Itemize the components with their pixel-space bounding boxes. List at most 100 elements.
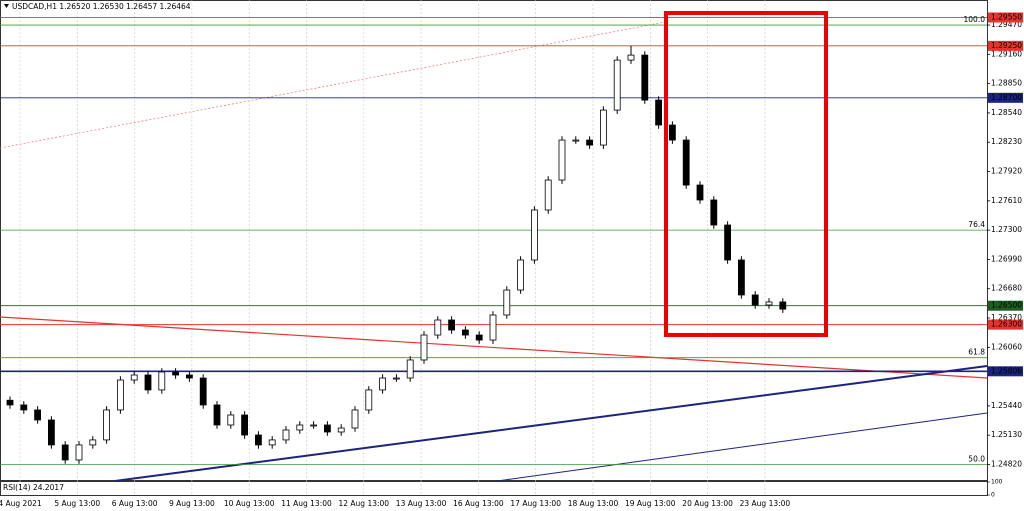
candle-body bbox=[144, 374, 152, 391]
chart-title: USDCAD,H1 1.26520 1.26530 1.26457 1.2646… bbox=[12, 2, 191, 11]
trend-line bbox=[496, 412, 988, 482]
candle-body bbox=[448, 319, 456, 331]
x-tick-label: 16 Aug 13:00 bbox=[453, 499, 504, 508]
candle-body bbox=[682, 139, 690, 186]
candle-body bbox=[213, 404, 221, 426]
x-tick-label: 13 Aug 13:00 bbox=[396, 499, 447, 508]
candles bbox=[6, 45, 787, 464]
candle-body bbox=[558, 139, 566, 181]
x-tick-label: 18 Aug 13:00 bbox=[568, 499, 619, 508]
candle-body bbox=[310, 424, 318, 427]
candle-body bbox=[268, 439, 276, 446]
x-tick-label: 17 Aug 13:00 bbox=[510, 499, 561, 508]
y-tick-label: 1.26680 bbox=[991, 284, 1022, 293]
price-label: 1.26500 bbox=[991, 301, 1022, 310]
candle-body bbox=[89, 439, 97, 446]
candle-body bbox=[600, 109, 607, 146]
trend-line bbox=[0, 316, 988, 379]
x-tick-label: 23 Aug 13:00 bbox=[740, 499, 791, 508]
price-label: 1.25806 bbox=[991, 366, 1022, 375]
candle-body bbox=[172, 371, 180, 376]
x-tick-label: 10 Aug 13:00 bbox=[224, 499, 275, 508]
price-label-box bbox=[988, 366, 1023, 377]
candle-body bbox=[406, 359, 414, 379]
candle-body bbox=[254, 434, 262, 446]
y-tick-label: 1.27610 bbox=[991, 196, 1022, 205]
y-tick-label: 1.28540 bbox=[991, 108, 1022, 117]
candle-body bbox=[34, 409, 41, 421]
price-label-box bbox=[988, 300, 1023, 311]
candle-body bbox=[531, 209, 538, 261]
x-tick-label: 20 Aug 13:00 bbox=[682, 499, 733, 508]
y-tick-label: 1.27300 bbox=[991, 225, 1022, 234]
candle-body bbox=[323, 424, 331, 433]
candle-body bbox=[544, 179, 552, 211]
x-tick-label: 11 Aug 13:00 bbox=[281, 499, 332, 508]
candle-body bbox=[738, 259, 745, 296]
candle-body bbox=[337, 427, 345, 433]
candle-body bbox=[227, 414, 235, 426]
rsi-tick-label: 100 bbox=[991, 479, 1003, 486]
x-tick-label: 19 Aug 13:00 bbox=[625, 499, 676, 508]
candle-body bbox=[586, 139, 593, 146]
candle-body bbox=[517, 259, 524, 291]
candle-body bbox=[6, 399, 14, 406]
y-tick-label: 1.29470 bbox=[991, 20, 1022, 29]
price-label-box bbox=[988, 319, 1023, 330]
x-tick-label: 9 Aug 13:00 bbox=[169, 499, 215, 508]
y-tick-label: 1.28230 bbox=[991, 137, 1022, 146]
price-label: 1.29550 bbox=[991, 12, 1022, 21]
candle-body bbox=[130, 374, 138, 381]
menu-arrow bbox=[4, 4, 9, 8]
candle-body bbox=[241, 414, 249, 436]
price-label-box bbox=[988, 92, 1023, 103]
candle-body bbox=[696, 184, 704, 201]
y-tick-label: 1.25130 bbox=[991, 430, 1022, 439]
candle-body bbox=[461, 329, 469, 336]
rsi-tick-label: 0 bbox=[991, 492, 995, 499]
y-tick-label: 1.24820 bbox=[991, 460, 1022, 469]
candle-body bbox=[392, 377, 400, 380]
y-tick-label: 1.26370 bbox=[991, 313, 1022, 322]
x-tick-label: 6 Aug 13:00 bbox=[112, 499, 158, 508]
candle-body bbox=[379, 377, 387, 391]
rsi-frame bbox=[0, 481, 988, 496]
trend-line bbox=[114, 365, 988, 482]
candle-body bbox=[420, 334, 428, 361]
candle-body bbox=[641, 54, 649, 101]
x-tick-label: 4 Aug 2021 bbox=[0, 499, 42, 508]
candle-body bbox=[434, 319, 442, 336]
candle-body bbox=[572, 139, 580, 142]
price-label: 1.28700 bbox=[991, 93, 1022, 102]
rsi-label: RSI(14) 24.2017 bbox=[3, 483, 64, 492]
candle-body bbox=[724, 224, 731, 261]
trend-line bbox=[0, 21, 666, 149]
candle-body bbox=[185, 374, 193, 379]
price-label-box bbox=[988, 40, 1023, 51]
candle-body bbox=[655, 99, 662, 126]
candle-body bbox=[282, 429, 290, 441]
grid bbox=[19, 0, 766, 496]
y-tick-label: 1.27920 bbox=[991, 167, 1022, 176]
candle-body bbox=[710, 199, 718, 226]
highlight-box bbox=[664, 11, 828, 337]
candle-body bbox=[613, 59, 621, 111]
y-tick-label: 1.28850 bbox=[991, 79, 1022, 88]
price-label-box bbox=[988, 12, 1023, 23]
candle-body bbox=[351, 409, 359, 429]
fib-label: 100.0 bbox=[964, 15, 986, 24]
candle-body bbox=[669, 124, 676, 141]
candle-body bbox=[117, 379, 124, 411]
candle-body bbox=[751, 294, 759, 306]
x-tick-label: 5 Aug 13:00 bbox=[54, 499, 100, 508]
price-label: 1.26300 bbox=[991, 320, 1022, 329]
candle-body bbox=[75, 444, 83, 461]
candle-body bbox=[779, 301, 787, 310]
candle-body bbox=[158, 371, 166, 391]
candle-body bbox=[765, 301, 773, 306]
candle-body bbox=[20, 404, 28, 411]
y-tick-label: 1.29160 bbox=[991, 49, 1022, 58]
candle-body bbox=[296, 424, 304, 431]
candle-body bbox=[365, 389, 373, 411]
